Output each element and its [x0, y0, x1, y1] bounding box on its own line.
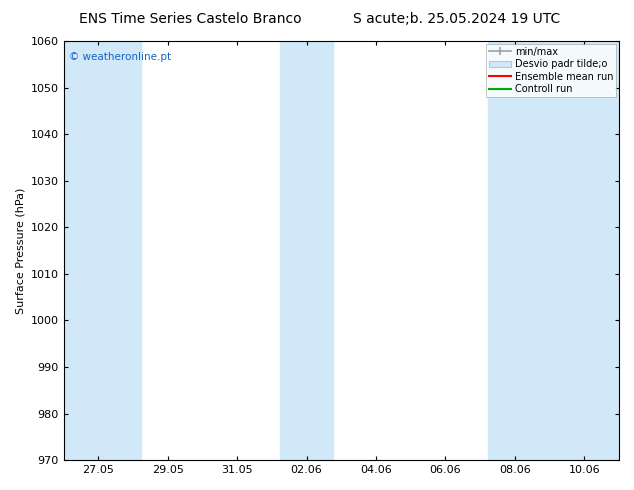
- Bar: [280, 41, 333, 460]
- Legend: min/max, Desvio padr tilde;o, Ensemble mean run, Controll run: min/max, Desvio padr tilde;o, Ensemble m…: [486, 44, 616, 97]
- Text: S acute;b. 25.05.2024 19 UTC: S acute;b. 25.05.2024 19 UTC: [353, 12, 560, 26]
- Y-axis label: Surface Pressure (hPa): Surface Pressure (hPa): [15, 187, 25, 314]
- Bar: [488, 41, 619, 460]
- Bar: [63, 41, 141, 460]
- Text: ENS Time Series Castelo Branco: ENS Time Series Castelo Branco: [79, 12, 302, 26]
- Text: © weatheronline.pt: © weatheronline.pt: [69, 51, 171, 62]
